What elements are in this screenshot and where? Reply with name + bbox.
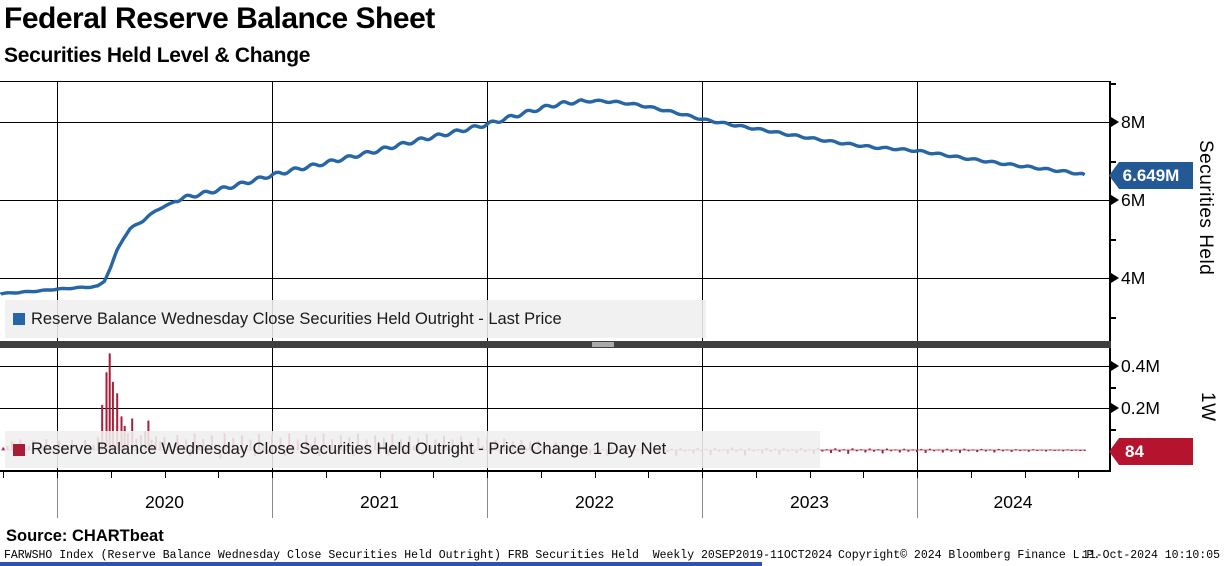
panel-separator-handle[interactable] xyxy=(592,342,614,347)
quarter-tick xyxy=(433,471,435,478)
quarter-tick xyxy=(540,471,542,478)
year-gridline xyxy=(702,81,703,470)
quarter-tick xyxy=(917,471,918,478)
tick-arrow-icon xyxy=(1111,117,1119,127)
last-change-badge[interactable]: 84 xyxy=(1109,438,1193,465)
quarter-tick xyxy=(110,471,112,478)
y-tick-label: 0.4M xyxy=(1121,356,1160,376)
footer-timestamp: 11-Oct-2024 10:10:05 xyxy=(1081,549,1220,562)
quarter-tick xyxy=(164,471,166,478)
legend-label: Reserve Balance Wednesday Close Securiti… xyxy=(31,309,562,328)
legend-swatch-red xyxy=(13,443,25,456)
y-tick-label: 6M xyxy=(1121,190,1146,210)
legend-price-change[interactable]: Reserve Balance Wednesday Close Securiti… xyxy=(5,431,820,468)
tick-arrow-icon xyxy=(1111,195,1119,205)
year-gridline xyxy=(272,81,273,470)
x-axis-year-label: 2023 xyxy=(790,492,829,512)
year-boundary-line xyxy=(487,471,488,518)
last-price-value: 6.649M xyxy=(1122,165,1180,185)
legend-securities-held[interactable]: Reserve Balance Wednesday Close Securiti… xyxy=(5,300,706,338)
source-label: Source: CHARTbeat xyxy=(6,527,164,545)
top-panel-gridline xyxy=(0,200,1109,201)
quarter-tick xyxy=(487,471,488,478)
top-panel-gridline xyxy=(0,122,1109,123)
bottom-taskbar-strip xyxy=(0,562,762,566)
quarter-tick xyxy=(3,471,5,478)
quarter-tick xyxy=(863,471,865,478)
y-minor-tick xyxy=(1109,161,1116,163)
axis-title-securities-held: Securities Held xyxy=(1195,140,1216,276)
y-tick-label: 4M xyxy=(1121,268,1146,288)
bottom-panel-gridline xyxy=(0,408,1109,409)
quarter-tick xyxy=(970,471,972,478)
y-minor-tick xyxy=(1109,317,1116,319)
quarter-tick xyxy=(1078,471,1080,478)
quarter-tick xyxy=(702,471,703,478)
year-boundary-line xyxy=(917,471,918,518)
right-value-axis xyxy=(1109,81,1111,471)
axis-title-1w: 1W xyxy=(1197,392,1218,422)
x-axis-year-label: 2022 xyxy=(575,492,614,512)
year-boundary-line xyxy=(57,471,58,518)
page-subtitle: Securities Held Level & Change xyxy=(4,44,311,67)
quarter-tick xyxy=(648,471,650,478)
legend-label: Reserve Balance Wednesday Close Securiti… xyxy=(31,440,667,458)
quarter-tick xyxy=(379,471,381,478)
panel-separator xyxy=(0,341,1111,348)
y-minor-tick xyxy=(1109,387,1116,389)
quarter-tick xyxy=(809,471,811,478)
y-minor-tick xyxy=(1109,429,1116,431)
page-title: Federal Reserve Balance Sheet xyxy=(4,2,435,35)
x-axis-year-label: 2024 xyxy=(993,492,1033,512)
year-gridline xyxy=(487,81,488,470)
y-tick-label: 0.2M xyxy=(1121,398,1160,418)
year-boundary-line xyxy=(702,471,703,518)
tick-arrow-icon xyxy=(1111,273,1119,283)
footer-copyright: Copyright© 2024 Bloomberg Finance L.P. xyxy=(838,549,1101,562)
year-gridline xyxy=(917,81,918,470)
quarter-tick xyxy=(57,471,58,478)
quarter-tick xyxy=(1024,471,1026,478)
y-minor-tick xyxy=(1109,83,1116,85)
plot-top-border xyxy=(0,81,1109,82)
quarter-tick xyxy=(218,471,220,478)
legend-swatch-blue xyxy=(13,313,25,325)
footer-index-info: FARWSHO Index (Reserve Balance Wednesday… xyxy=(4,549,833,562)
year-boundary-line xyxy=(272,471,273,518)
quarter-tick xyxy=(272,471,273,478)
top-panel-gridline xyxy=(0,278,1109,279)
quarter-tick xyxy=(755,471,757,478)
last-price-badge[interactable]: 6.649M xyxy=(1109,162,1193,189)
last-change-value: 84 xyxy=(1125,441,1144,461)
bottom-panel-gridline xyxy=(0,366,1109,367)
x-axis-year-label: 2021 xyxy=(360,492,399,512)
year-gridline xyxy=(57,81,58,470)
y-tick-label: 8M xyxy=(1121,112,1146,132)
tick-arrow-icon xyxy=(1111,361,1119,371)
y-minor-tick xyxy=(1109,239,1116,241)
quarter-tick xyxy=(594,471,596,478)
quarter-tick xyxy=(325,471,327,478)
x-axis-line xyxy=(0,470,1111,472)
x-axis-year-label: 2020 xyxy=(145,492,184,512)
tick-arrow-icon xyxy=(1111,403,1119,413)
